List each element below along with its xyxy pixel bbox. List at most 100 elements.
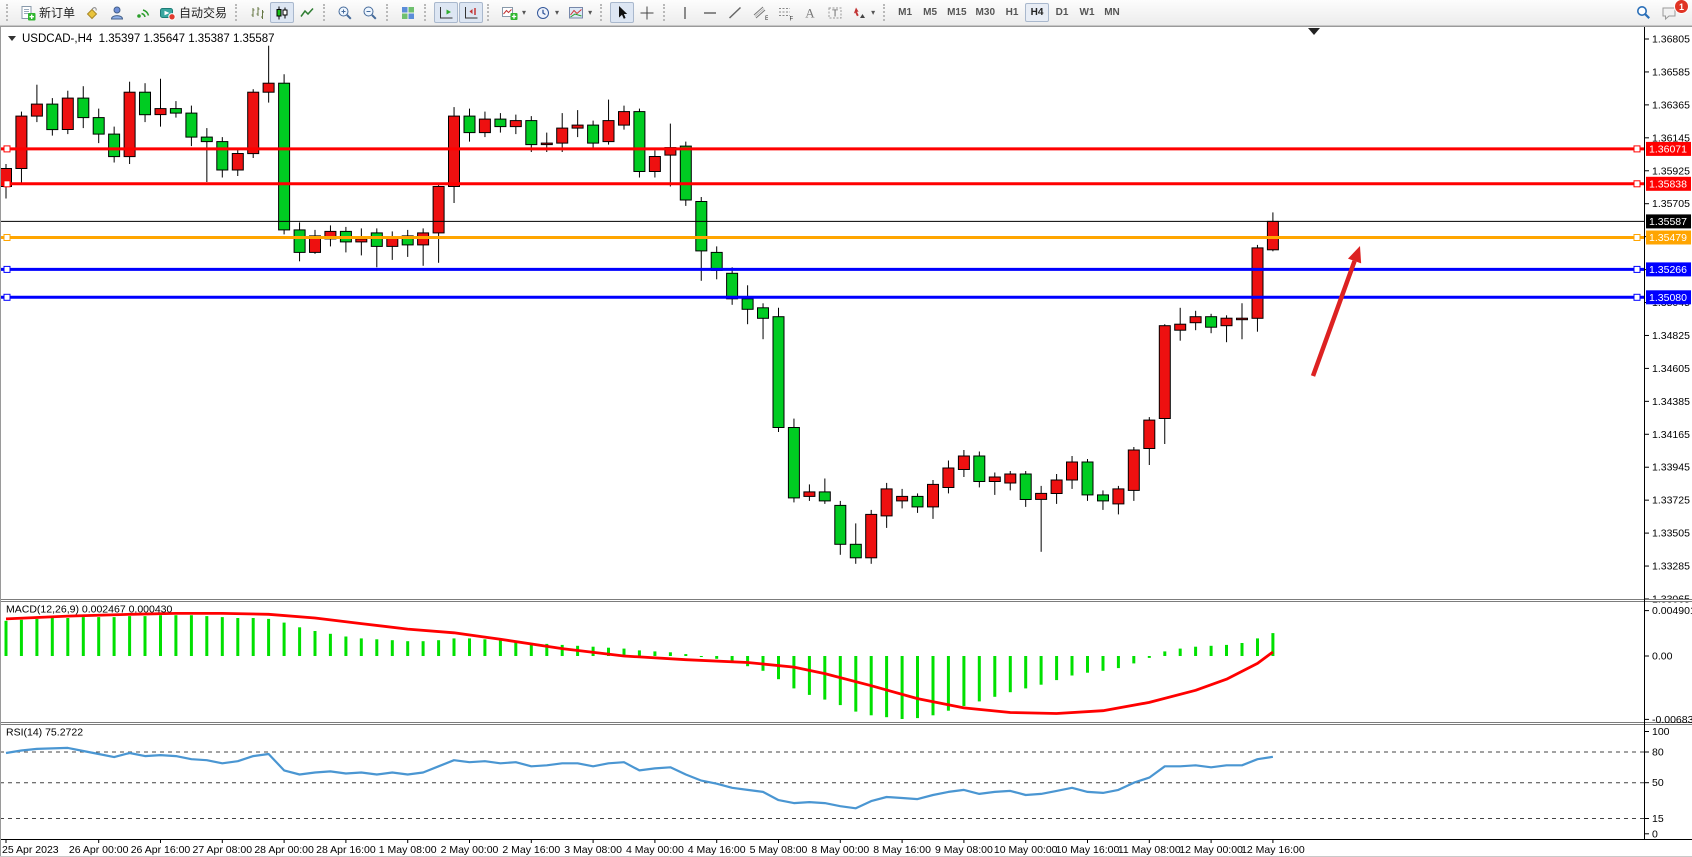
- svg-text:2 May 16:00: 2 May 16:00: [502, 844, 560, 856]
- line-chart-button[interactable]: [295, 2, 319, 23]
- autotrading-label: 自动交易: [179, 4, 227, 21]
- svg-text:1.33945: 1.33945: [1652, 462, 1690, 474]
- trendline-button[interactable]: [723, 2, 747, 23]
- svg-text:5 May 08:00: 5 May 08:00: [750, 844, 808, 856]
- text-label-icon: T: [827, 5, 843, 21]
- clock-icon: [535, 5, 551, 21]
- hline-handle[interactable]: [4, 266, 10, 272]
- timeframe-button-m5[interactable]: M5: [918, 3, 942, 22]
- indicators-button[interactable]: ▾: [497, 2, 530, 23]
- hline-handle[interactable]: [4, 235, 10, 241]
- horizontal-line-button[interactable]: [698, 2, 722, 23]
- text-button[interactable]: A: [798, 2, 822, 23]
- svg-text:1.34385: 1.34385: [1652, 396, 1690, 408]
- svg-text:25 Apr 2023: 25 Apr 2023: [2, 844, 59, 856]
- paint-bucket-icon: [84, 5, 100, 21]
- svg-text:12 May 00:00: 12 May 00:00: [1179, 844, 1243, 856]
- svg-text:1.35705: 1.35705: [1652, 198, 1690, 210]
- svg-text:1.34605: 1.34605: [1652, 363, 1690, 375]
- profile-button[interactable]: [105, 2, 129, 23]
- svg-text:1.36365: 1.36365: [1652, 99, 1690, 111]
- equidistant-channel-button[interactable]: E: [748, 2, 772, 23]
- chart-title-block: USDCAD-,H4 1.35397 1.35647 1.35387 1.355…: [8, 33, 275, 45]
- text-label-button[interactable]: T: [823, 2, 847, 23]
- cursor-button[interactable]: [610, 2, 634, 23]
- zoom-in-button[interactable]: [333, 2, 357, 23]
- chart-title: USDCAD-,H4 1.35397 1.35647 1.35387 1.355…: [22, 33, 275, 45]
- candlestick-chart-button[interactable]: [270, 2, 294, 23]
- toolbar-grip[interactable]: [883, 4, 889, 21]
- search-button[interactable]: [1631, 2, 1656, 23]
- timeframe-button-h1[interactable]: H1: [1000, 3, 1024, 22]
- hline-handle[interactable]: [4, 294, 10, 300]
- timeframe-button-m1[interactable]: M1: [893, 3, 917, 22]
- arrows-button[interactable]: ▾: [848, 2, 879, 23]
- auto-scroll-button[interactable]: [434, 2, 458, 23]
- crosshair-button[interactable]: [635, 2, 659, 23]
- chat-button[interactable]: 1: [1657, 2, 1683, 23]
- svg-text:1.33725: 1.33725: [1652, 495, 1690, 507]
- svg-text:2 May 00:00: 2 May 00:00: [441, 844, 499, 856]
- hline-handle[interactable]: [1634, 146, 1640, 152]
- toolbar-grip[interactable]: [424, 4, 430, 21]
- timeframe-button-d1[interactable]: D1: [1050, 3, 1074, 22]
- dropdown-caret: ▾: [588, 8, 592, 17]
- autotrading-button[interactable]: 自动交易: [155, 2, 231, 23]
- chat-notification-badge: 1: [1674, 0, 1689, 14]
- trendline-icon: [727, 5, 743, 21]
- timeframe-button-w1[interactable]: W1: [1075, 3, 1099, 22]
- timeframe-button-m15[interactable]: M15: [943, 3, 970, 22]
- svg-text:0: 0: [1652, 828, 1658, 840]
- svg-text:11 May 08:00: 11 May 08:00: [1118, 844, 1181, 856]
- bar-chart-button[interactable]: [245, 2, 269, 23]
- templates-button[interactable]: ▾: [564, 2, 596, 23]
- hline-handle[interactable]: [1634, 294, 1640, 300]
- svg-text:0.00: 0.00: [1652, 651, 1673, 663]
- search-icon: [1635, 4, 1652, 21]
- tile-windows-button[interactable]: [396, 2, 420, 23]
- hline-handle[interactable]: [1634, 235, 1640, 241]
- svg-text:1 May 08:00: 1 May 08:00: [379, 844, 437, 856]
- toolbar-grip[interactable]: [600, 4, 606, 21]
- rsi-label: RSI(14) 75.2722: [6, 727, 83, 739]
- chart-shift-icon: [463, 5, 479, 21]
- hline-handle[interactable]: [1634, 181, 1640, 187]
- svg-text:27 Apr 08:00: 27 Apr 08:00: [193, 844, 253, 856]
- zoom-out-icon: [362, 5, 378, 21]
- fibonacci-button[interactable]: F: [773, 2, 797, 23]
- zoom-out-button[interactable]: [358, 2, 382, 23]
- candlestick-chart-icon: [274, 5, 290, 21]
- svg-text:28 Apr 00:00: 28 Apr 00:00: [254, 844, 314, 856]
- main-toolbar: 新订单 自动交易 ▾: [0, 0, 1692, 26]
- toolbar-grip[interactable]: [323, 4, 329, 21]
- svg-text:1.35587: 1.35587: [1649, 216, 1687, 228]
- chart-shift-button[interactable]: [459, 2, 483, 23]
- svg-text:9 May 08:00: 9 May 08:00: [935, 844, 993, 856]
- signals-button[interactable]: [130, 2, 154, 23]
- hline-handle[interactable]: [4, 146, 10, 152]
- autotrading-icon: [159, 5, 176, 21]
- svg-text:3 May 08:00: 3 May 08:00: [564, 844, 622, 856]
- vertical-line-button[interactable]: [673, 2, 697, 23]
- macd-label: MACD(12,26,9) 0.002467 0.000430: [6, 604, 173, 616]
- toolbar-grip[interactable]: [6, 4, 12, 21]
- new-order-button[interactable]: 新订单: [16, 2, 79, 23]
- timeframe-button-h4[interactable]: H4: [1025, 3, 1049, 22]
- toolbar-grip[interactable]: [487, 4, 493, 21]
- timeframe-button-mn[interactable]: MN: [1100, 3, 1124, 22]
- toolbar-grip[interactable]: [663, 4, 669, 21]
- svg-text:1.34165: 1.34165: [1652, 429, 1690, 441]
- toolbar-grip[interactable]: [235, 4, 241, 21]
- timeframe-button-m30[interactable]: M30: [972, 3, 999, 22]
- svg-text:1.35266: 1.35266: [1649, 264, 1687, 276]
- hline-handle[interactable]: [1634, 266, 1640, 272]
- tile-windows-icon: [400, 5, 416, 21]
- hline-handle[interactable]: [4, 181, 10, 187]
- line-chart-icon: [299, 5, 315, 21]
- toolbar-grip[interactable]: [386, 4, 392, 21]
- styles-button[interactable]: [80, 2, 104, 23]
- svg-text:1.33505: 1.33505: [1652, 528, 1690, 540]
- periods-button[interactable]: ▾: [531, 2, 563, 23]
